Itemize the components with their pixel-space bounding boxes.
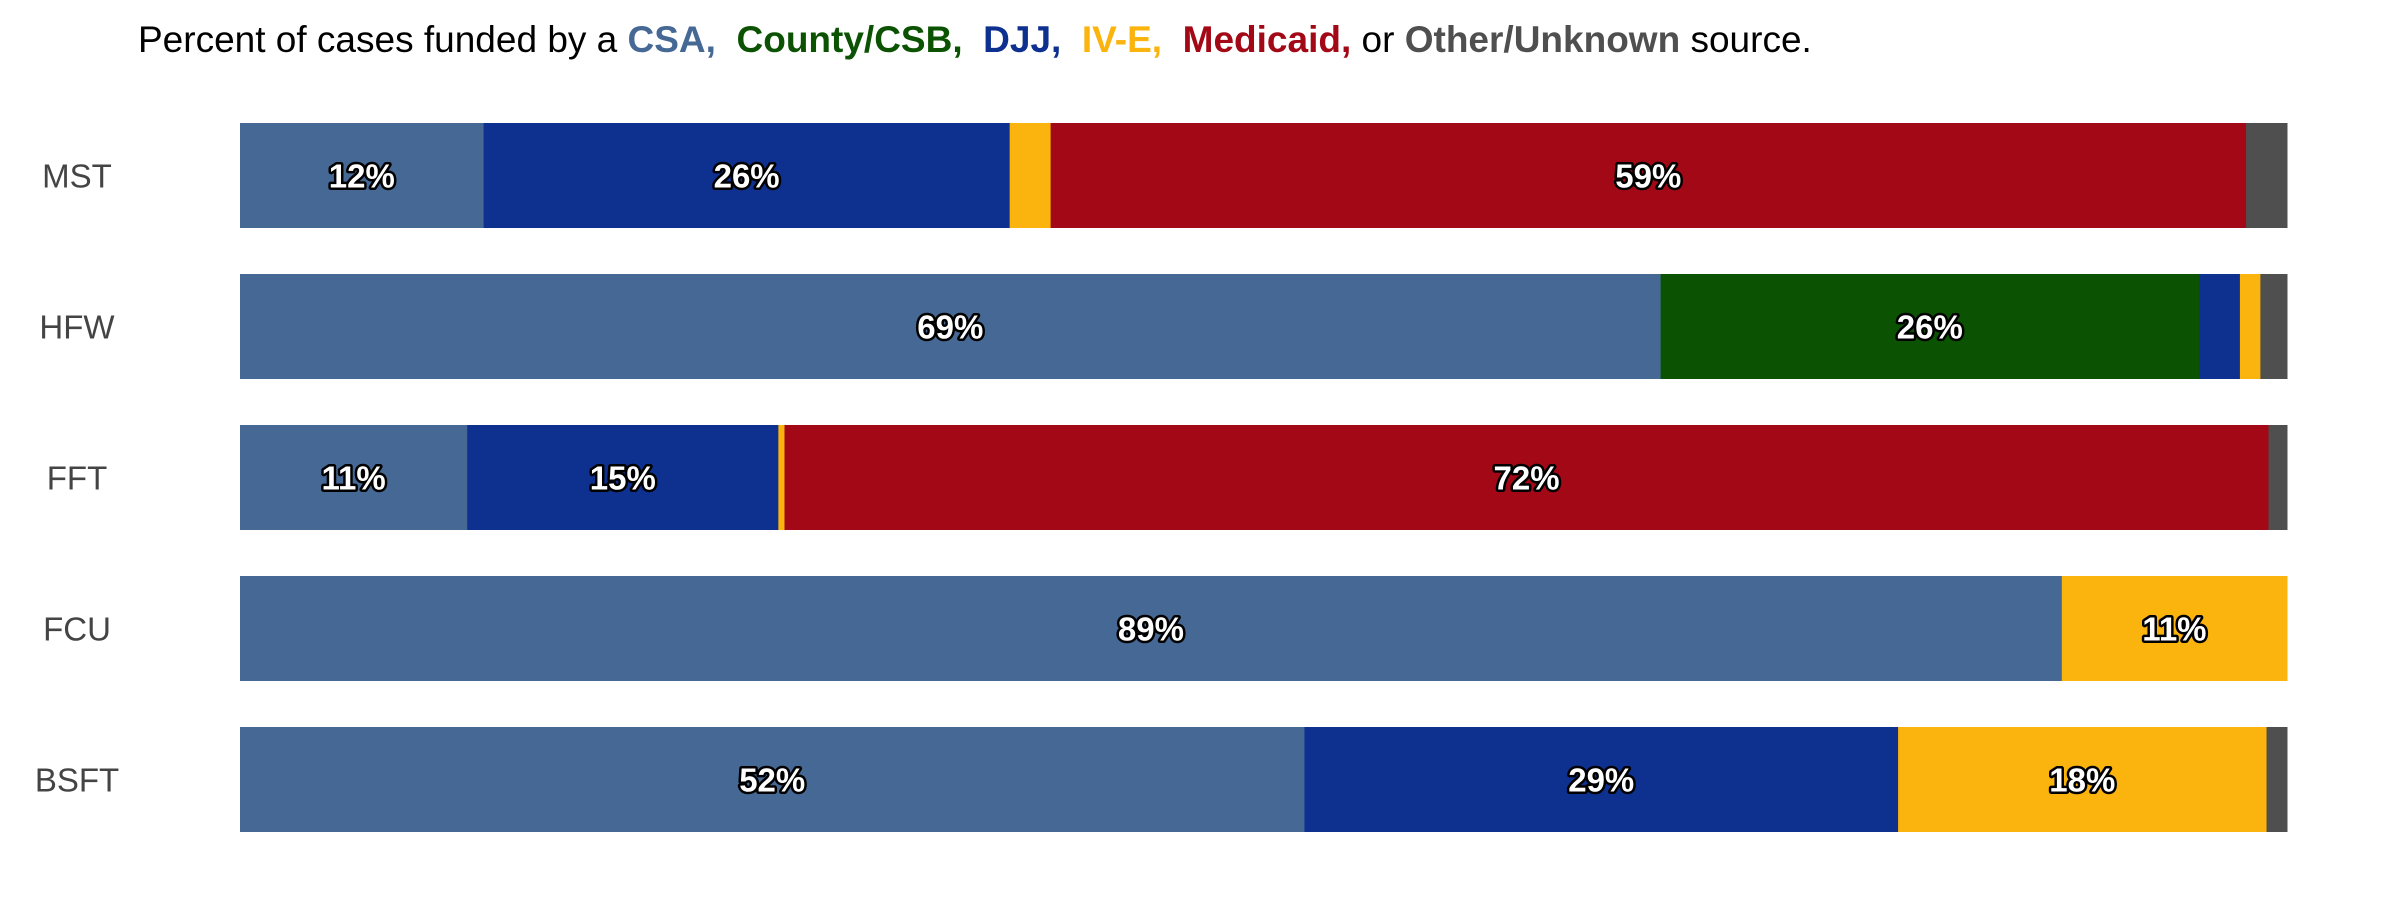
chart-title: Percent of cases funded by a CSA, County… xyxy=(138,19,1812,60)
data-label: 89% xyxy=(1118,611,1184,648)
bar-segment-bsft-csa xyxy=(240,727,1305,832)
bar-segment-bsft-other-unknown xyxy=(2266,727,2288,832)
bar-segment-mst-other-unknown xyxy=(2246,123,2288,228)
category-label: BSFT xyxy=(35,762,119,799)
title-space xyxy=(963,19,984,60)
data-label: 69% xyxy=(917,309,983,346)
data-label: 15% xyxy=(590,460,656,497)
title-key-other-unknown: Other/Unknown xyxy=(1405,19,1680,60)
bars: MST 12% 26% 59% HFW 69% 26% FFT 11% 15% 72% FCU 89% 1… xyxy=(35,123,2288,832)
bar-segment-fft-other-unknown xyxy=(2268,425,2288,530)
category-label: MST xyxy=(42,158,112,195)
data-label: 26% xyxy=(1897,309,1963,346)
title-joiner: or xyxy=(1362,19,1405,60)
data-label: 12% xyxy=(329,158,395,195)
bar-segment-fft-djj xyxy=(467,425,779,530)
data-label: 18% xyxy=(2049,762,2115,799)
data-label: 11% xyxy=(2142,611,2206,648)
title-key-medicaid: Medicaid, xyxy=(1183,19,1352,60)
bar-segment-hfw-csa xyxy=(240,274,1662,379)
category-label: FCU xyxy=(43,611,111,648)
data-label: 11% xyxy=(321,460,385,497)
title-key-djj: DJJ, xyxy=(983,19,1061,60)
title-key-county-csb: County/CSB, xyxy=(737,19,963,60)
bar-segment-mst-medicaid xyxy=(1050,123,2247,228)
title-space xyxy=(1162,19,1183,60)
bar-segment-fcu-iv-e xyxy=(2061,576,2288,681)
title-suffix: source. xyxy=(1680,19,1812,60)
bar-segment-fcu-csa xyxy=(240,576,2063,681)
title-prefix: Percent of cases funded by a xyxy=(138,19,628,60)
category-label: FFT xyxy=(47,460,107,497)
title-space xyxy=(1061,19,1082,60)
bar-segment-bsft-djj xyxy=(1304,727,1899,832)
bar-segment-hfw-iv-e xyxy=(2239,274,2261,379)
title-key-iv-e: IV-E, xyxy=(1082,19,1162,60)
title-space xyxy=(1351,19,1361,60)
bar-segment-hfw-other-unknown xyxy=(2260,274,2288,379)
data-label: 26% xyxy=(714,158,780,195)
data-label: 29% xyxy=(1568,762,1634,799)
bar-segment-fft-iv-e xyxy=(778,425,786,530)
data-label: 52% xyxy=(739,762,805,799)
bar-segment-mst-iv-e xyxy=(1009,123,1052,228)
bar-segment-fft-medicaid xyxy=(784,425,2270,530)
bar-segment-hfw-djj xyxy=(2198,274,2241,379)
data-label: 59% xyxy=(1615,158,1681,195)
bar-segment-mst-djj xyxy=(483,123,1011,228)
bar-segment-mst-csa xyxy=(240,123,485,228)
category-label: HFW xyxy=(39,309,115,346)
title-key-csa: CSA, xyxy=(628,19,716,60)
data-label: 72% xyxy=(1494,460,1560,497)
title-space xyxy=(716,19,737,60)
bar-segment-hfw-county-csb xyxy=(1660,274,2200,379)
bar-segment-fft-csa xyxy=(240,425,468,530)
bar-segment-bsft-iv-e xyxy=(1898,727,2268,832)
